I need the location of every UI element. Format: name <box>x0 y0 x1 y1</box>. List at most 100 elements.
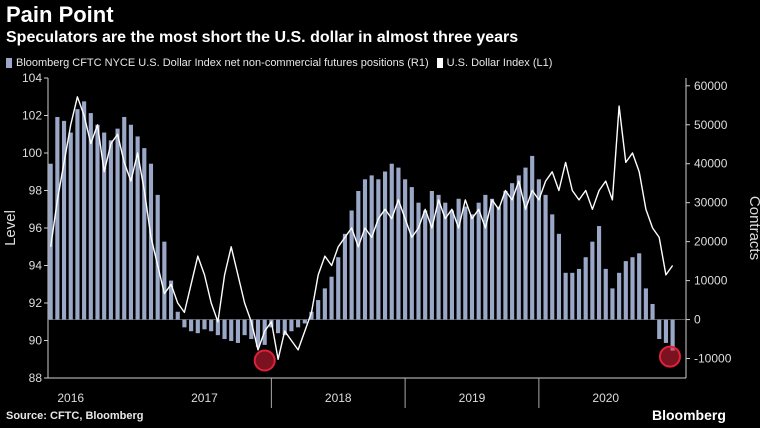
right-tick-label: 20000 <box>694 235 728 249</box>
bar <box>563 272 568 320</box>
bar <box>302 319 307 324</box>
bar <box>429 190 434 320</box>
bar <box>449 210 455 320</box>
bar <box>68 132 73 320</box>
bar <box>88 113 93 320</box>
bar <box>663 319 669 343</box>
bar <box>296 319 301 328</box>
left-axis-title: Level <box>2 210 19 246</box>
left-tick-label: 102 <box>22 109 42 123</box>
bar <box>516 175 521 320</box>
x-tick-label: 2017 <box>191 391 218 405</box>
x-tick-label: 2016 <box>57 391 84 405</box>
bar <box>108 140 113 320</box>
left-tick-label: 100 <box>22 146 42 160</box>
right-tick-label: -10000 <box>694 352 732 366</box>
bar <box>142 148 147 320</box>
bar <box>82 101 87 320</box>
bar <box>596 226 602 320</box>
bar <box>168 280 174 320</box>
bar <box>128 124 133 320</box>
right-tick-label: 50000 <box>694 118 728 132</box>
bar <box>148 163 154 320</box>
bar <box>530 155 535 320</box>
bar <box>456 198 461 320</box>
legend: Bloomberg CFTC NYCE U.S. Dollar Index ne… <box>6 57 552 69</box>
bar <box>610 288 615 320</box>
bar <box>322 288 327 320</box>
bar <box>155 194 160 320</box>
bar <box>342 233 348 320</box>
bar <box>122 116 127 320</box>
bar <box>503 190 508 320</box>
bar <box>389 163 394 320</box>
bar <box>195 319 200 334</box>
right-axis-title: Contracts <box>746 196 760 260</box>
bar <box>423 210 428 320</box>
bar <box>650 303 655 320</box>
bar <box>309 311 314 320</box>
bar <box>496 206 501 320</box>
bar <box>255 319 261 347</box>
bars-series <box>48 101 675 351</box>
bar <box>416 202 421 320</box>
bar <box>249 319 254 340</box>
highlight-circle <box>253 349 276 372</box>
legend-line-label: U.S. Dollar Index (L1) <box>446 57 553 69</box>
bar <box>209 319 214 332</box>
left-tick-label: 98 <box>29 184 43 198</box>
annotations <box>253 345 681 372</box>
x-tick-label: 2020 <box>592 391 619 405</box>
bar <box>643 288 648 320</box>
bar <box>182 319 187 328</box>
bar <box>623 261 628 320</box>
bar <box>523 167 528 320</box>
bar <box>603 268 608 320</box>
right-tick-label: 0 <box>694 313 701 327</box>
bar <box>630 257 635 320</box>
bar <box>95 124 100 320</box>
bar <box>242 319 247 336</box>
bar <box>376 179 381 320</box>
bar <box>576 268 582 320</box>
chart-subtitle: Speculators are the most short the U.S. … <box>6 29 519 46</box>
bar <box>583 257 588 320</box>
bar <box>215 319 220 336</box>
bar <box>536 179 541 320</box>
right-tick-label: 60000 <box>694 79 728 93</box>
bar <box>543 194 548 320</box>
bar <box>235 319 241 343</box>
left-tick-label: 94 <box>29 259 43 273</box>
bloomberg-logo: Bloomberg <box>652 407 726 423</box>
bar <box>403 179 408 320</box>
bar <box>48 163 53 320</box>
left-tick-label: 88 <box>29 371 43 385</box>
bar <box>657 319 662 340</box>
bar <box>556 233 562 320</box>
bar <box>282 319 287 336</box>
bar <box>510 183 515 320</box>
bar <box>275 319 281 334</box>
bar <box>369 175 374 320</box>
bar <box>476 202 481 320</box>
bar <box>289 319 294 332</box>
right-tick-label: 10000 <box>694 274 728 288</box>
bar <box>436 194 441 320</box>
source-note: Source: CFTC, Bloomberg <box>6 410 144 422</box>
bar <box>617 272 622 320</box>
bar <box>229 319 234 341</box>
dollar-index-line <box>50 96 674 360</box>
bar <box>75 109 80 320</box>
left-tick-label: 104 <box>22 71 42 85</box>
bar <box>483 194 488 320</box>
tick-labels: 88 90 92 94 96 98 100 102 104 -10000 0 10000 20000 30… <box>2 71 760 405</box>
left-tick-label: 92 <box>29 296 43 310</box>
right-tick-label: 40000 <box>694 157 728 171</box>
line-series <box>50 96 674 360</box>
bar <box>189 319 194 332</box>
bar <box>55 116 60 320</box>
bar <box>382 171 388 320</box>
bar <box>409 187 414 320</box>
bar <box>570 272 575 320</box>
